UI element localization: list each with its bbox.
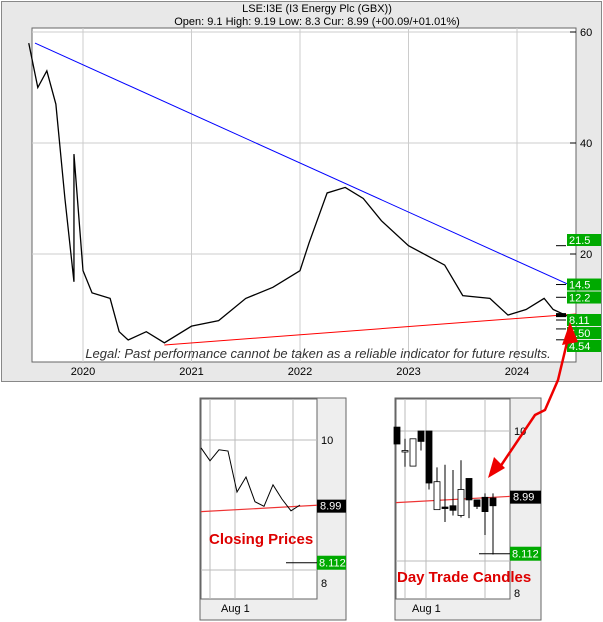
x-tick-label: 2021 [179, 366, 203, 378]
closing-price-line [200, 447, 301, 512]
candle [481, 496, 489, 512]
chart-title: LSE:I3E (I3 Energy Plc (GBX)) [242, 3, 392, 15]
candle [441, 506, 449, 509]
arrow-head-down [488, 457, 505, 478]
y-tick-label: 60 [580, 27, 592, 39]
current-price-label-bg [510, 490, 541, 504]
level-label-bg [567, 339, 601, 352]
support-trendline [164, 313, 577, 346]
x-tick-label: Aug 1 [412, 603, 441, 615]
candle [409, 438, 417, 467]
level-label-bg [567, 291, 601, 304]
level-label: 14.5 [569, 280, 590, 292]
resistance-trendline [34, 42, 577, 289]
level-label-bg [567, 313, 601, 326]
candle [433, 481, 441, 511]
target-label: 8.112 [319, 558, 346, 570]
main-plot-area [31, 27, 577, 363]
candle [425, 430, 433, 484]
arrow-head-up [562, 322, 578, 345]
candle [417, 430, 425, 442]
current-price-label [556, 313, 566, 318]
quote-line: Open: 9.1 High: 9.19 Low: 8.3 Cur: 8.99 … [174, 16, 460, 28]
level-label: 12.2 [569, 293, 590, 305]
level-label-bg [567, 278, 601, 291]
inset-plot-area [200, 398, 318, 600]
y-tick-label: 40 [580, 138, 592, 150]
x-tick-label: 2024 [505, 366, 529, 378]
level-label: 4.54 [569, 341, 590, 353]
target-label-bg [510, 546, 541, 561]
level-label: 8.11 [569, 315, 590, 327]
x-tick-label: 2023 [396, 366, 420, 378]
y-tick-label: 8 [321, 578, 327, 590]
x-tick-label: 2022 [288, 366, 312, 378]
current-price-label: 8.99 [320, 501, 341, 513]
x-tick-label: 2020 [71, 366, 95, 378]
annotation-arrow [496, 329, 572, 471]
candle [449, 505, 457, 511]
candle [393, 426, 401, 445]
candle [489, 497, 497, 507]
target-label-bg [317, 555, 346, 570]
y-tick-label: 8 [514, 588, 520, 600]
y-tick-label: 10 [321, 435, 333, 447]
inset-title: Day Trade Candles [397, 569, 531, 586]
target-label: 8.112 [512, 549, 539, 561]
x-tick-label: Aug 1 [221, 603, 250, 615]
price-line [28, 42, 572, 344]
candle [457, 489, 465, 516]
level-label: 21.5 [569, 235, 590, 247]
inset-title: Closing Prices [209, 531, 313, 548]
current-price-label: 8.99 [513, 492, 534, 504]
y-tick-label: 10 [514, 426, 526, 438]
candle [473, 499, 481, 507]
y-tick-label: 20 [580, 249, 592, 261]
candle [465, 478, 473, 501]
current-price-label-bg [317, 499, 346, 513]
candle [401, 450, 409, 453]
level-label-bg [567, 234, 601, 246]
legal-disclaimer: Legal: Past performance cannot be taken … [85, 346, 550, 361]
